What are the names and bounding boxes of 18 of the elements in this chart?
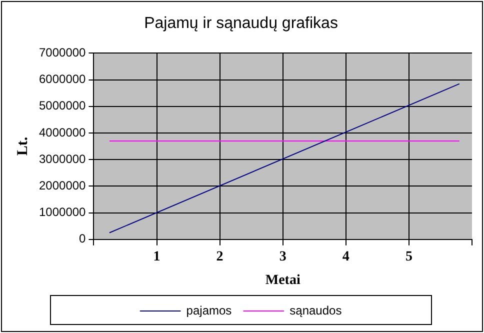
x-axis-title: Metai xyxy=(265,273,300,288)
y-tick-label: 0 xyxy=(79,232,86,246)
x-tick-label: 3 xyxy=(279,249,286,264)
y-tick-label: 5000000 xyxy=(39,98,86,113)
y-tick-label: 4000000 xyxy=(39,125,86,140)
y-tick-label: 3000000 xyxy=(39,152,86,166)
x-tick-label: 2 xyxy=(216,249,224,264)
y-axis-title: Lt. xyxy=(14,136,31,156)
y-tick-label: 1000000 xyxy=(39,205,86,220)
y-tick-label: 2000000 xyxy=(39,178,86,193)
x-tick-label: 5 xyxy=(405,249,412,264)
x-tick-label: 1 xyxy=(153,249,160,264)
y-tick-label: 6000000 xyxy=(39,72,86,86)
legend-label: pajamos xyxy=(186,303,232,318)
chart-title: Pajamų ir sąnaudų grafikas xyxy=(144,15,338,32)
legend-label: sąnaudos xyxy=(290,303,342,318)
y-tick-label: 7000000 xyxy=(39,46,86,60)
x-tick-label: 4 xyxy=(342,249,350,264)
